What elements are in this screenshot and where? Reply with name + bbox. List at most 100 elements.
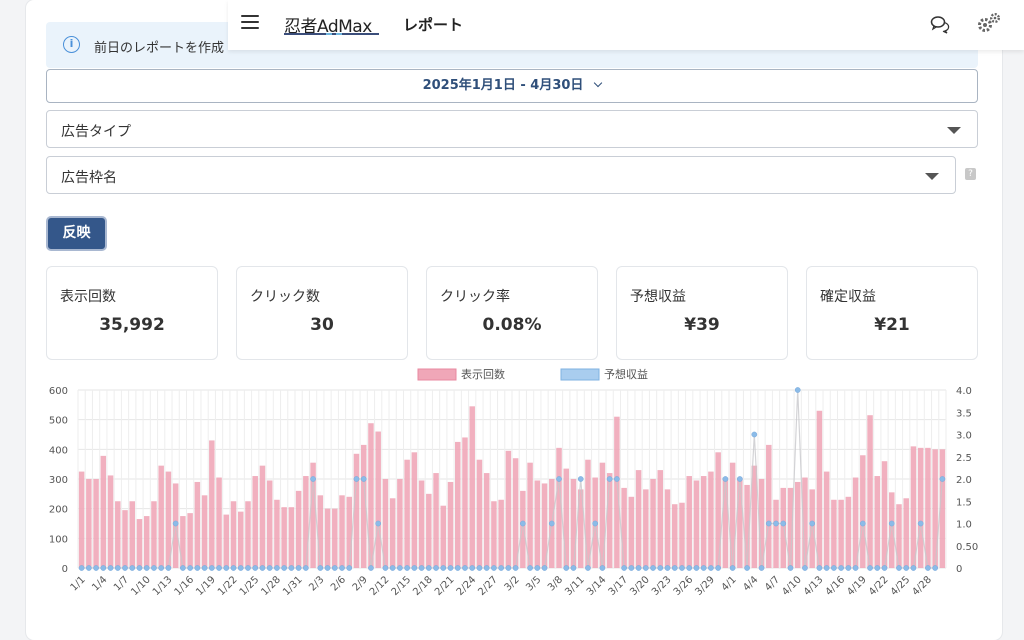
- revenue-point: [498, 565, 504, 571]
- revenue-point: [809, 520, 816, 527]
- revenue-point: [520, 520, 526, 527]
- revenue-point: [339, 565, 345, 571]
- help-icon[interactable]: ?: [965, 168, 976, 180]
- revenue-point: [802, 565, 808, 571]
- ad-slot-select[interactable]: 広告枠名: [46, 156, 956, 194]
- y-tick-label: 600: [49, 386, 68, 397]
- x-tick-label: 4/1: [720, 574, 739, 593]
- bar-impressions: [577, 489, 584, 568]
- report-chart: 表示回数 予想収益 0 100 200 300 400 500 600 0 0.50 1.0 1.5 2.…: [49, 367, 978, 598]
- x-tick-label: 1/31: [281, 574, 305, 598]
- revenue-point: [100, 565, 107, 571]
- revenue-point: [368, 565, 374, 571]
- bar-impressions: [744, 484, 750, 568]
- chat-icon[interactable]: [930, 14, 952, 34]
- revenue-point: [266, 565, 273, 571]
- stat-card-clicks: クリック数 30: [236, 266, 408, 360]
- revenue-point: [852, 565, 859, 571]
- bar-impressions: [143, 516, 150, 568]
- bar-impressions: [686, 476, 692, 568]
- date-range-label: 2025年1月1日 - 4月30日: [422, 78, 584, 93]
- bar-impressions: [245, 501, 251, 568]
- y2-tick-label: 3.5: [956, 408, 972, 419]
- x-tick-label: 3/17: [607, 574, 631, 598]
- revenue-point: [454, 565, 461, 571]
- revenue-point: [903, 565, 910, 571]
- revenue-point: [534, 565, 541, 571]
- bar-impressions: [563, 468, 569, 568]
- app-logo[interactable]: 忍者AdMax: [284, 17, 372, 37]
- revenue-point: [252, 565, 259, 571]
- bar-impressions: [281, 507, 287, 568]
- apply-button[interactable]: 反映: [46, 216, 107, 251]
- bar-impressions: [78, 471, 85, 568]
- bar-impressions: [353, 453, 360, 568]
- stat-title: 予想収益: [630, 289, 686, 305]
- revenue-point: [187, 565, 193, 571]
- revenue-point: [353, 476, 360, 482]
- bar-impressions: [621, 487, 627, 568]
- x-tick-label: 3/26: [672, 574, 696, 598]
- revenue-point: [295, 565, 302, 571]
- bar-impressions: [541, 483, 548, 568]
- revenue-point: [548, 520, 555, 527]
- stat-card-confirmed-revenue: 確定収益 ¥21: [806, 266, 978, 360]
- revenue-point: [93, 565, 99, 571]
- y2-tick-label: 4.0: [956, 386, 972, 397]
- revenue-point: [389, 565, 396, 571]
- settings-gears-icon[interactable]: [976, 11, 1002, 35]
- x-tick-label: 2/6: [329, 574, 348, 593]
- bar-impressions: [505, 450, 512, 568]
- bar-impressions: [368, 423, 374, 568]
- revenue-point: [425, 565, 432, 571]
- bar-impressions: [737, 477, 743, 568]
- hamburger-menu-icon[interactable]: [241, 15, 259, 29]
- bar-impressions: [534, 480, 541, 568]
- bar-impressions: [411, 452, 418, 568]
- bar-impressions: [700, 476, 707, 568]
- revenue-point: [570, 565, 577, 571]
- bar-impressions: [635, 470, 642, 568]
- bar-impressions: [910, 446, 917, 568]
- bar-impressions: [715, 452, 721, 568]
- x-tick-label: 2/18: [411, 574, 435, 598]
- revenue-point: [773, 520, 779, 527]
- revenue-point: [180, 565, 186, 571]
- revenue-point: [896, 565, 902, 571]
- dropdown-caret-icon: [925, 173, 939, 180]
- revenue-point: [114, 565, 121, 571]
- x-tick-label: 3/23: [650, 574, 674, 598]
- bar-impressions: [389, 498, 396, 568]
- revenue-point: [136, 565, 143, 571]
- date-range-picker[interactable]: 2025年1月1日 - 4月30日: [46, 69, 978, 103]
- revenue-point: [237, 565, 244, 571]
- bar-impressions: [491, 501, 497, 568]
- bar-impressions: [201, 495, 208, 568]
- revenue-point: [888, 520, 895, 527]
- bar-impressions: [252, 476, 258, 568]
- bar-impressions: [86, 479, 92, 568]
- bar-impressions: [896, 504, 902, 568]
- bar-impressions: [751, 465, 758, 568]
- bar-impressions: [397, 479, 403, 568]
- revenue-point: [288, 565, 295, 571]
- revenue-point: [360, 476, 367, 482]
- revenue-point: [664, 565, 671, 571]
- bar-impressions: [209, 440, 215, 568]
- revenue-point: [635, 565, 642, 571]
- bar-impressions: [556, 447, 562, 568]
- bar-impressions: [295, 490, 302, 568]
- bar-impressions: [238, 511, 244, 568]
- stat-value: ¥39: [684, 315, 720, 335]
- bar-impressions: [216, 477, 222, 568]
- x-tick-label: 4/16: [824, 574, 848, 598]
- revenue-point: [440, 565, 447, 571]
- bar-impressions: [881, 461, 888, 568]
- revenue-point: [281, 565, 287, 571]
- bar-impressions: [498, 499, 504, 568]
- revenue-point: [606, 476, 613, 482]
- bar-impressions: [520, 490, 526, 568]
- x-tick-label: 1/1: [69, 574, 88, 593]
- page-title: レポート: [403, 16, 464, 34]
- ad-type-select[interactable]: 広告タイプ: [46, 110, 978, 148]
